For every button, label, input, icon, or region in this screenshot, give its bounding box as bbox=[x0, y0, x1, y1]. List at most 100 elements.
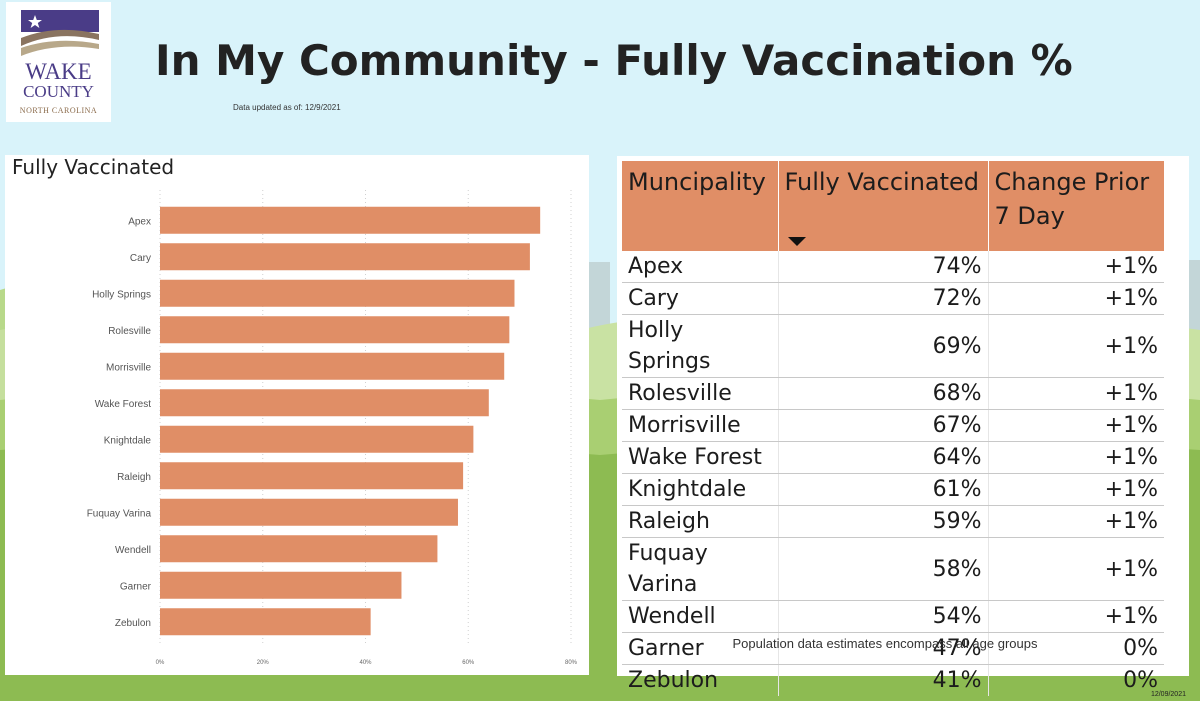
vaccination-table: Muncipality Fully Vaccinated Change Prio… bbox=[622, 161, 1164, 696]
table-row[interactable]: Zebulon 41% 0% bbox=[622, 664, 1164, 696]
table-row[interactable]: Garner 47% 0% bbox=[622, 632, 1164, 665]
column-header-change-prior-7-day[interactable]: Change Prior 7 Day bbox=[987, 161, 1164, 251]
bar[interactable] bbox=[160, 498, 458, 526]
bar[interactable] bbox=[160, 571, 402, 599]
vaccination-table-panel: Muncipality Fully Vaccinated Change Prio… bbox=[617, 156, 1189, 696]
bar[interactable] bbox=[160, 462, 464, 490]
bar[interactable] bbox=[160, 243, 530, 271]
cell-municipality: Apex bbox=[622, 251, 778, 283]
table-row[interactable]: Wendell 54% +1% bbox=[622, 600, 1164, 633]
y-category-label: Zebulon bbox=[115, 618, 151, 629]
bar[interactable] bbox=[160, 535, 438, 563]
cell-change-prior-7-day: 0% bbox=[987, 632, 1164, 665]
x-tick-label: 40% bbox=[359, 660, 372, 666]
logo-emblem bbox=[21, 10, 99, 56]
cell-municipality: Wendell bbox=[622, 600, 778, 633]
cell-municipality: Fuquay Varina bbox=[622, 537, 778, 601]
cell-change-prior-7-day: +1% bbox=[987, 537, 1164, 601]
logo-line-2: COUNTY bbox=[23, 82, 94, 101]
bar[interactable] bbox=[160, 389, 489, 417]
bar[interactable] bbox=[160, 352, 505, 380]
x-tick-label: 20% bbox=[257, 660, 270, 666]
cell-fully-vaccinated: 61% bbox=[777, 473, 988, 506]
column-header-municipality[interactable]: Muncipality bbox=[622, 161, 778, 251]
table-header-row: Muncipality Fully Vaccinated Change Prio… bbox=[622, 161, 1164, 251]
cell-change-prior-7-day: +1% bbox=[987, 473, 1164, 506]
wake-county-logo: WAKE COUNTY NORTH CAROLINA bbox=[6, 2, 111, 122]
cell-municipality: Garner bbox=[622, 632, 778, 665]
y-category-label: Wendell bbox=[115, 545, 151, 556]
cell-fully-vaccinated: 47% bbox=[777, 632, 988, 665]
cell-change-prior-7-day: +1% bbox=[987, 505, 1164, 538]
bar-chart: 0% 20% 40% 60% 80% Apex Cary Holly Springs Roles… bbox=[87, 190, 578, 666]
y-category-label: Holly Springs bbox=[92, 289, 151, 300]
cell-fully-vaccinated: 59% bbox=[777, 505, 988, 538]
y-category-label: Garner bbox=[120, 581, 152, 592]
table-row[interactable]: Apex 74% +1% bbox=[622, 251, 1164, 283]
cell-municipality: Zebulon bbox=[628, 668, 719, 693]
y-category-label: Raleigh bbox=[117, 472, 151, 483]
y-category-label: Rolesville bbox=[108, 326, 151, 337]
chart-title: Fully Vaccinated bbox=[12, 155, 175, 179]
cell-municipality: Cary bbox=[622, 282, 778, 315]
cell-municipality: Rolesville bbox=[622, 377, 778, 410]
date-stamp: 12/09/2021 bbox=[1150, 691, 1186, 698]
cell-municipality: Wake Forest bbox=[622, 441, 778, 474]
cell-municipality: Holly Springs bbox=[622, 314, 778, 378]
sort-descending-icon[interactable] bbox=[787, 237, 806, 246]
cell-change-prior-7-day: +1% bbox=[987, 600, 1164, 633]
cell-municipality: Raleigh bbox=[622, 505, 778, 538]
bar[interactable] bbox=[160, 316, 510, 344]
header-label: Change Prior 7 Day bbox=[994, 168, 1150, 230]
bar[interactable] bbox=[160, 608, 371, 636]
table-row[interactable]: Wake Forest 64% +1% bbox=[622, 441, 1164, 474]
cell-change-prior-7-day: +1% bbox=[987, 441, 1164, 474]
cell-change-prior-7-day: +1% bbox=[987, 251, 1164, 283]
y-category-label: Apex bbox=[128, 216, 151, 227]
cell-fully-vaccinated: 67% bbox=[777, 409, 988, 442]
cell-fully-vaccinated: 69% bbox=[777, 314, 988, 378]
x-tick-label: 80% bbox=[565, 660, 578, 666]
y-category-label: Morrisville bbox=[106, 362, 151, 373]
bar[interactable] bbox=[160, 206, 541, 234]
star-icon bbox=[28, 15, 42, 28]
header-label: Fully Vaccinated bbox=[784, 168, 980, 196]
cell-fully-vaccinated: 68% bbox=[777, 377, 988, 410]
cell-fully-vaccinated: 41% bbox=[777, 664, 988, 696]
cell-change-prior-7-day: 0% bbox=[987, 664, 1164, 696]
cell-fully-vaccinated: 74% bbox=[777, 251, 988, 283]
population-footnote: Population data estimates encompass all … bbox=[732, 636, 1038, 651]
logo-line-1: WAKE bbox=[25, 59, 92, 84]
cell-fully-vaccinated: 64% bbox=[777, 441, 988, 474]
bar[interactable] bbox=[160, 279, 515, 307]
table-row[interactable]: Cary 72% +1% bbox=[622, 282, 1164, 315]
cell-fully-vaccinated: 58% bbox=[777, 537, 988, 601]
x-tick-label: 60% bbox=[462, 660, 475, 666]
bar[interactable] bbox=[160, 425, 474, 453]
cell-municipality: Morrisville bbox=[622, 409, 778, 442]
header-label: Muncipality bbox=[628, 168, 766, 196]
x-tick-label: 0% bbox=[156, 660, 165, 666]
cell-change-prior-7-day: +1% bbox=[987, 377, 1164, 410]
table-row[interactable]: Holly Springs 69% +1% bbox=[622, 314, 1164, 378]
y-category-label: Knightdale bbox=[104, 435, 152, 446]
cell-change-prior-7-day: +1% bbox=[987, 282, 1164, 315]
table-row[interactable]: Rolesville 68% +1% bbox=[622, 377, 1164, 410]
cell-change-prior-7-day: +1% bbox=[987, 314, 1164, 378]
page-title: In My Community - Fully Vaccination % bbox=[155, 36, 1073, 85]
column-header-fully-vaccinated[interactable]: Fully Vaccinated bbox=[777, 161, 988, 251]
y-category-label: Fuquay Varina bbox=[87, 508, 152, 519]
cell-municipality: Knightdale bbox=[622, 473, 778, 506]
table-row[interactable]: Knightdale 61% +1% bbox=[622, 473, 1164, 506]
data-updated-label: Data updated as of: 12/9/2021 bbox=[233, 103, 341, 112]
logo-line-3: NORTH CAROLINA bbox=[19, 106, 98, 115]
bar-chart-panel: 0% 20% 40% 60% 80% Apex Cary Holly Springs Roles… bbox=[5, 155, 589, 675]
cell-fully-vaccinated: 72% bbox=[777, 282, 988, 315]
cell-fully-vaccinated: 54% bbox=[777, 600, 988, 633]
table-row[interactable]: Fuquay Varina 58% +1% bbox=[622, 537, 1164, 601]
y-category-label: Cary bbox=[130, 253, 151, 264]
table-row[interactable]: Raleigh 59% +1% bbox=[622, 505, 1164, 538]
y-category-label: Wake Forest bbox=[95, 399, 152, 410]
table-row[interactable]: Morrisville 67% +1% bbox=[622, 409, 1164, 442]
cell-change-prior-7-day: +1% bbox=[987, 409, 1164, 442]
